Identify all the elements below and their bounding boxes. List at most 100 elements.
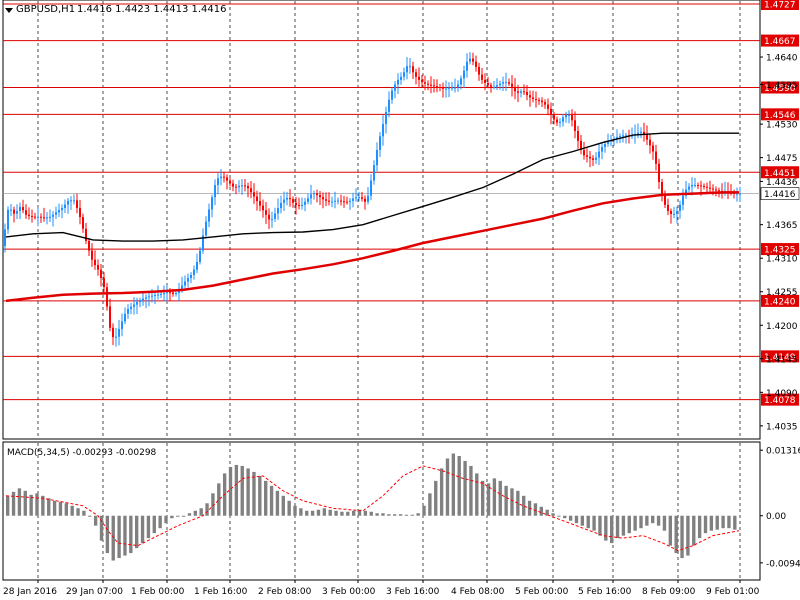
candle-up: [454, 87, 456, 89]
macd-bar: [287, 500, 291, 516]
level-label-bg: [761, 166, 799, 179]
candle-down: [244, 185, 246, 187]
candle-down: [256, 196, 258, 202]
macd-bar: [686, 515, 690, 556]
candle-up: [601, 146, 603, 152]
macd-bar: [322, 508, 327, 516]
time-tick-label: 5 Feb 00:00: [515, 587, 569, 597]
candle-down: [22, 207, 24, 211]
level-label: 1.4325: [764, 246, 796, 256]
candle-down: [436, 86, 438, 88]
candle-up: [334, 200, 336, 202]
candle-up: [493, 86, 495, 88]
symbol-label: GBPUSD,H1: [16, 4, 75, 15]
candle-down: [514, 86, 516, 92]
candle-down: [649, 139, 651, 146]
candle-up: [595, 157, 597, 160]
candle-up: [358, 197, 360, 199]
candle-up: [193, 269, 195, 275]
candle-down: [652, 145, 654, 152]
candle-up: [568, 114, 570, 116]
candle-down: [229, 180, 231, 184]
macd-bar: [428, 493, 432, 516]
candle-up: [52, 214, 54, 217]
candle-down: [289, 198, 291, 200]
macd-bar: [258, 475, 262, 516]
candle-down: [658, 163, 660, 183]
candle-up: [739, 193, 741, 195]
macd-bar: [181, 515, 186, 517]
macd-bar: [615, 515, 620, 539]
macd-bar: [469, 465, 473, 516]
candle-down: [265, 210, 267, 215]
candle-down: [487, 82, 489, 86]
macd-bar: [293, 505, 297, 516]
macd-bar: [574, 515, 579, 524]
candle-up: [238, 185, 240, 188]
moving-averages: [5, 132, 739, 303]
grid: [37, 1, 741, 580]
candle-down: [322, 197, 324, 200]
macd-bar: [387, 514, 391, 516]
candle-down: [703, 185, 705, 187]
candle-up: [391, 90, 393, 100]
candle-up: [604, 143, 606, 147]
macd-bar: [475, 473, 479, 516]
dropdown-triangle-icon[interactable]: [5, 8, 13, 13]
macd-bar: [480, 480, 485, 516]
candle-up: [409, 66, 411, 68]
price-tick-label: 1.4436: [766, 178, 798, 188]
macd-bar: [404, 514, 409, 516]
candle-down: [109, 306, 111, 328]
time-tick-label: 9 Feb 01:00: [706, 587, 760, 597]
candle-up: [622, 135, 624, 137]
price-tick-label: 1.4475: [766, 154, 798, 164]
macd-bar: [727, 515, 731, 529]
candle-down: [508, 82, 510, 84]
macd-bar: [17, 488, 22, 516]
macd-bar: [703, 515, 708, 534]
candle-up: [58, 210, 60, 213]
candle-up: [190, 274, 192, 279]
candle-down: [28, 214, 30, 217]
candle-down: [439, 87, 441, 89]
candle-up: [598, 151, 600, 158]
ma-fast-line: [5, 132, 739, 242]
candle-down: [91, 250, 93, 260]
price-tick-label: 1.4640: [766, 54, 798, 64]
candle-up: [217, 178, 219, 186]
candle-down: [112, 327, 114, 338]
macd-bar: [58, 501, 63, 516]
candle-up: [676, 210, 678, 215]
candle-down: [427, 83, 429, 85]
time-tick-label: 8 Feb 09:00: [642, 587, 696, 597]
candle-down: [538, 100, 540, 102]
macd-bar: [457, 455, 461, 516]
macd-bar: [105, 515, 110, 554]
candle-up: [286, 198, 288, 200]
level-label-bg: [761, 294, 799, 307]
candle-down: [643, 131, 645, 135]
macd-bar: [234, 464, 239, 516]
candle-up: [673, 214, 675, 216]
macd-bar: [586, 515, 590, 529]
candle-up: [145, 297, 147, 299]
macd-bar: [299, 508, 303, 516]
macd-bar: [111, 515, 115, 561]
candle-down: [544, 102, 546, 105]
macd-bar: [47, 498, 51, 516]
macd-bar: [193, 510, 198, 516]
candle-up: [370, 180, 372, 196]
candle-down: [553, 114, 555, 120]
candle-down: [25, 210, 27, 215]
level-label: 1.4149: [764, 353, 796, 363]
macd-bar: [733, 515, 737, 530]
candle-up: [130, 306, 132, 309]
level-label-bg: [761, 243, 799, 256]
candle-down: [172, 292, 174, 295]
macd-bar: [93, 515, 98, 526]
candle-up: [637, 132, 639, 135]
macd-bar: [176, 515, 180, 517]
macd-bar: [70, 505, 74, 516]
